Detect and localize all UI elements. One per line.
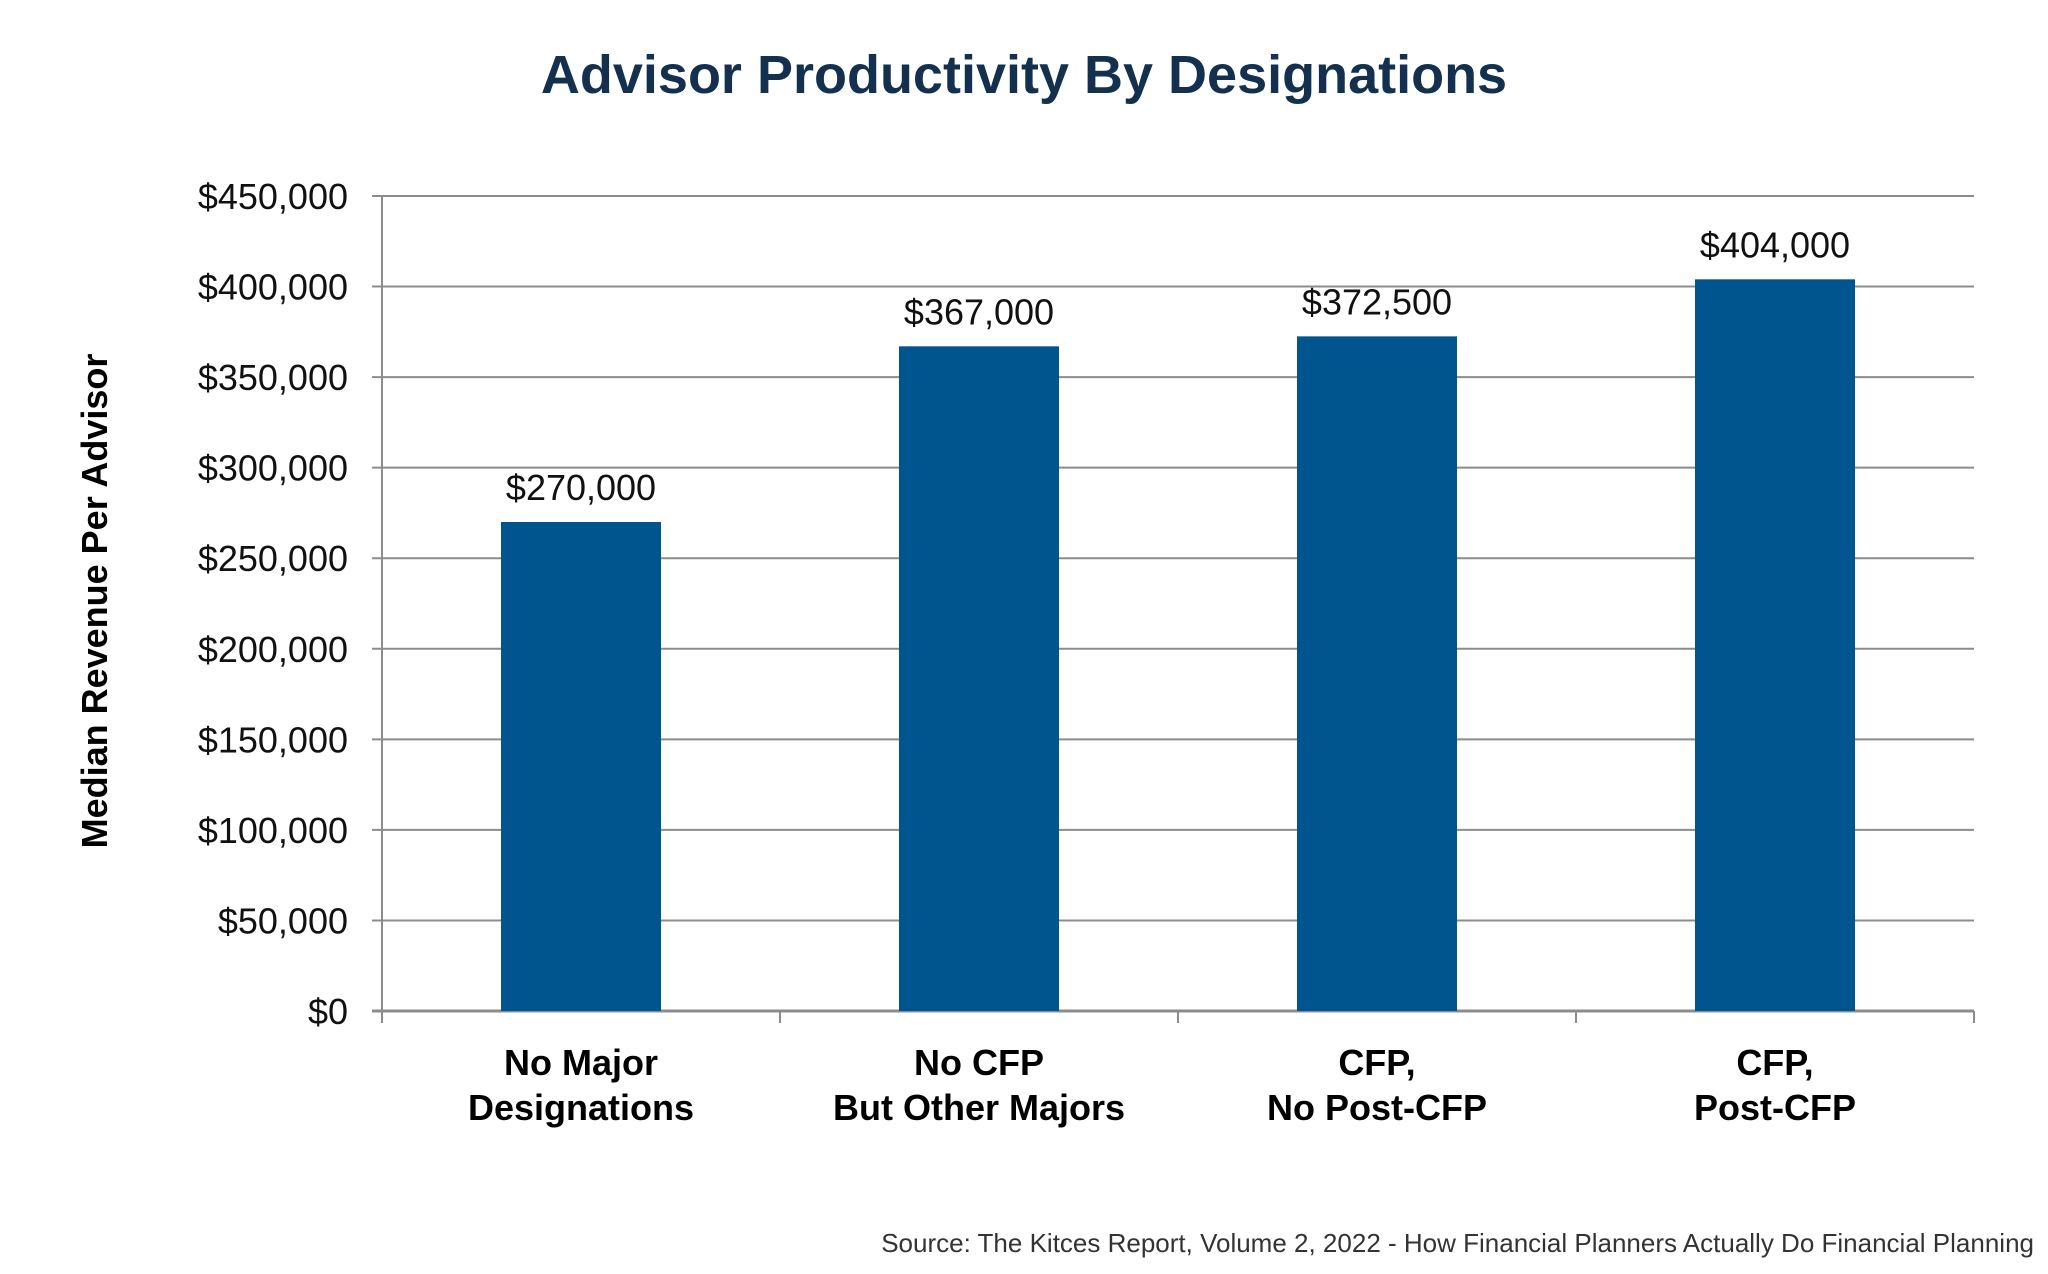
x-tick-label: CFP, bbox=[1736, 1042, 1813, 1083]
x-tick-label: No Post-CFP bbox=[1267, 1087, 1487, 1128]
bar bbox=[1297, 336, 1457, 1012]
y-tick-label: $350,000 bbox=[198, 357, 348, 398]
data-label: $367,000 bbox=[904, 291, 1054, 332]
y-tick-label: $50,000 bbox=[218, 900, 348, 941]
x-tick-label: Designations bbox=[468, 1087, 694, 1128]
data-label: $404,000 bbox=[1700, 224, 1850, 265]
bar bbox=[1695, 279, 1855, 1011]
chart-title: Advisor Productivity By Designations bbox=[540, 45, 1508, 105]
source-note: Source: The Kitces Report, Volume 2, 202… bbox=[881, 1228, 2034, 1258]
data-label: $372,500 bbox=[1302, 281, 1452, 322]
x-tick-label: No CFP bbox=[914, 1042, 1044, 1083]
bar bbox=[501, 522, 661, 1011]
x-tick-label: Post-CFP bbox=[1694, 1087, 1856, 1128]
y-tick-label: $450,000 bbox=[198, 176, 348, 217]
y-tick-label: $100,000 bbox=[198, 810, 348, 851]
y-tick-label: $0 bbox=[308, 991, 348, 1032]
bar bbox=[899, 346, 1059, 1011]
x-tick-label: CFP, bbox=[1338, 1042, 1415, 1083]
y-tick-label: $400,000 bbox=[198, 267, 348, 308]
x-tick-label: No Major bbox=[504, 1042, 658, 1083]
y-tick-label: $300,000 bbox=[198, 448, 348, 489]
y-tick-label: $250,000 bbox=[198, 538, 348, 579]
y-tick-label: $150,000 bbox=[198, 719, 348, 760]
data-label: $270,000 bbox=[506, 467, 656, 508]
x-tick-label: But Other Majors bbox=[833, 1087, 1125, 1128]
y-tick-label: $200,000 bbox=[198, 629, 348, 670]
